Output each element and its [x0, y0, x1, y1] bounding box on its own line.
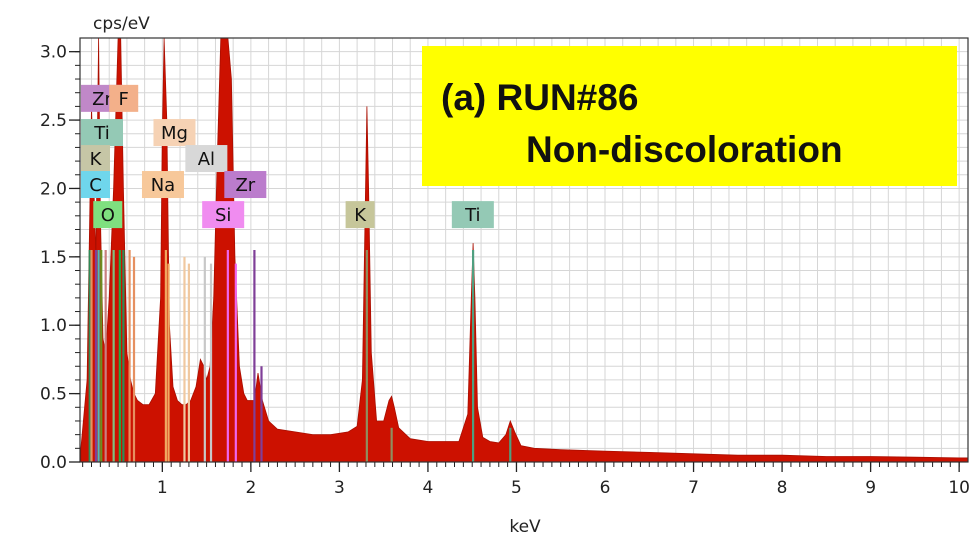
element-label: Na — [141, 171, 184, 199]
element-label: Ti — [451, 201, 494, 229]
element-label: K — [81, 145, 110, 173]
element-label-text: Mg — [161, 123, 188, 144]
x-tick-label: 3 — [334, 478, 345, 498]
y-tick-label: 0.5 — [40, 385, 67, 405]
element-label-text: K — [90, 149, 103, 170]
element-label: F — [109, 84, 139, 112]
x-tick-label: 4 — [423, 478, 434, 498]
title-box: (a) RUN#86 Non-discoloration — [422, 46, 957, 186]
element-label-text: F — [119, 89, 129, 110]
element-label-text: Al — [198, 149, 215, 170]
element-label: Ti — [81, 119, 123, 147]
element-label-text: Na — [151, 175, 176, 196]
element-label-text: Zr — [92, 89, 112, 110]
title-line-1: (a) RUN#86 — [441, 77, 638, 118]
element-label-box — [81, 119, 123, 147]
element-label-text: Ti — [464, 205, 480, 226]
element-label: K — [345, 201, 375, 229]
peak-markers — [88, 250, 512, 462]
x-tick-label: 8 — [777, 478, 788, 498]
element-label: Al — [185, 145, 228, 173]
x-tick-label: 9 — [865, 478, 876, 498]
element-label-box — [185, 145, 228, 173]
y-tick-label: 2.0 — [40, 179, 67, 199]
element-label: O — [93, 201, 123, 229]
title-box-background — [422, 46, 957, 186]
plot-frame — [79, 37, 969, 463]
x-tick-label: 5 — [511, 478, 522, 498]
x-axis-label: keV — [509, 517, 541, 537]
element-label-box — [141, 171, 184, 199]
element-label-box — [224, 171, 267, 199]
element-label-box — [93, 201, 123, 229]
y-tick-label: 2.5 — [40, 111, 67, 131]
title-line-2: Non-discoloration — [526, 129, 843, 170]
element-label: Si — [202, 201, 245, 229]
y-tick-label: 1.0 — [40, 316, 67, 336]
element-label-box — [153, 119, 196, 147]
y-axis-unit: cps/eV — [93, 14, 150, 34]
element-labels: Zr F Ti Mg K Al C Na Zr O Si K Ti — [81, 84, 494, 229]
element-label-text: Ti — [93, 123, 109, 144]
element-label-text: Zr — [235, 175, 255, 196]
x-tick-label: 2 — [245, 478, 256, 498]
x-tick-label: 10 — [948, 478, 970, 498]
element-label-box — [109, 84, 139, 112]
element-label-box — [202, 201, 245, 229]
axes: 1 2 3 4 5 6 7 8 9 10 0.0 0.5 1.0 1.5 2.0 2.5 3.0 — [40, 43, 970, 498]
element-label: Zr — [224, 171, 267, 199]
x-tick-label: 7 — [688, 478, 699, 498]
element-label-box — [81, 145, 110, 173]
element-label-box — [81, 171, 110, 199]
y-tick-label: 1.5 — [40, 248, 67, 268]
element-label-text: O — [101, 205, 115, 226]
y-tick-label: 0.0 — [40, 453, 67, 473]
y-tick-label: 3.0 — [40, 43, 67, 63]
x-tick-label: 6 — [600, 478, 611, 498]
element-label-text: K — [354, 205, 367, 226]
x-tick-label: 1 — [157, 478, 168, 498]
element-label: Mg — [153, 119, 196, 147]
element-label: C — [81, 171, 110, 199]
element-label-box — [451, 201, 494, 229]
element-label-text: Si — [215, 205, 231, 226]
element-label-box — [345, 201, 375, 229]
element-label-text: C — [89, 175, 102, 196]
